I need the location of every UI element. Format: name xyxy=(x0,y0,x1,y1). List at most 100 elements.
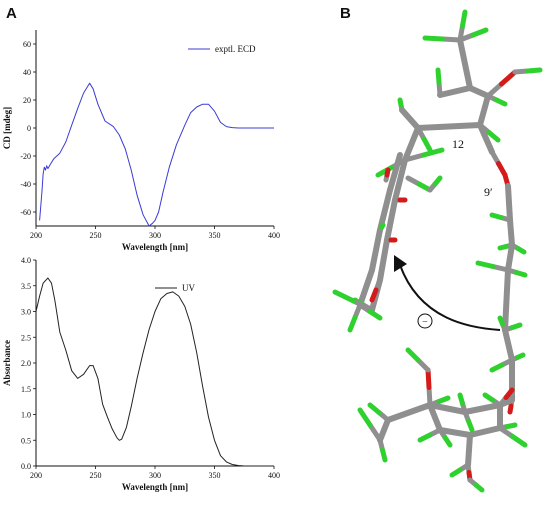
oxygen-bond xyxy=(425,367,432,390)
bond xyxy=(505,183,513,223)
bond xyxy=(427,402,468,415)
y-axis-label: Absorbance xyxy=(2,340,12,386)
hydrogen-bond xyxy=(489,212,504,220)
arrow-head xyxy=(394,255,407,272)
panel-label-a: A xyxy=(6,5,17,22)
y-tick-label: 2.5 xyxy=(21,333,31,342)
hydrogen-bond xyxy=(525,67,543,74)
bond xyxy=(507,217,515,248)
y-tick-label: 3.5 xyxy=(21,282,31,291)
bond xyxy=(399,107,421,131)
x-tick-label: 300 xyxy=(149,231,161,240)
bond xyxy=(367,422,383,443)
y-tick-label: 0.5 xyxy=(21,436,31,445)
bond xyxy=(389,157,408,170)
bond xyxy=(485,81,504,99)
hydrogen-bond xyxy=(460,9,468,29)
bond xyxy=(377,237,390,283)
y-tick-label: 3.0 xyxy=(21,308,31,317)
hydrogen-bond xyxy=(489,362,505,373)
x-tick-label: 250 xyxy=(90,231,102,240)
hydrogen-bond xyxy=(466,418,475,433)
atom-label-9prime: 9′ xyxy=(484,185,493,199)
hydrogen-bond xyxy=(422,35,445,42)
hydrogen-bond xyxy=(347,315,358,333)
bond xyxy=(467,425,503,438)
bond xyxy=(369,227,383,273)
bond xyxy=(465,432,473,468)
hydrogen-bond xyxy=(405,347,421,363)
y-tick-label: 40 xyxy=(23,68,31,77)
bond xyxy=(415,122,483,131)
bond xyxy=(505,242,515,273)
bond xyxy=(440,36,463,43)
oxygen-bond xyxy=(503,387,515,400)
hydrogen-bond xyxy=(497,244,509,251)
hydrogen-bond xyxy=(505,422,518,429)
y-axis-label: CD [mdeg] xyxy=(2,107,12,149)
bond xyxy=(426,385,433,408)
hydrogen-bond xyxy=(435,67,442,85)
bond xyxy=(467,85,491,99)
oxygen-bond xyxy=(499,69,518,87)
x-tick-label: 350 xyxy=(209,471,221,480)
hydrogen-bond xyxy=(475,260,496,269)
hydrogen-bond xyxy=(470,27,489,38)
y-tick-label: 1.0 xyxy=(21,411,31,420)
bond xyxy=(437,427,473,438)
x-axis-label: Wavelength [nm] xyxy=(122,242,188,252)
hydrogen-bond xyxy=(514,270,528,278)
bond xyxy=(457,37,473,91)
x-axis-label: Wavelength [nm] xyxy=(122,482,188,492)
ecd-chart: 200 250 300 350 400 -60 -40 -20 0 20 40 60 Wavelengt… xyxy=(2,30,280,252)
bond xyxy=(392,157,408,203)
hydrogen-bond xyxy=(510,434,528,448)
bond xyxy=(377,417,391,443)
series-line-0 xyxy=(39,82,274,227)
x-tick-label: 250 xyxy=(90,471,102,480)
hydrogen-bond xyxy=(510,322,523,330)
hydrogen-bond xyxy=(442,435,453,448)
bond xyxy=(502,267,511,333)
y-tick-label: 20 xyxy=(23,96,31,105)
bond xyxy=(384,197,398,243)
sign-circle xyxy=(417,313,433,329)
oxygen-bond xyxy=(507,403,514,415)
atom-label-12: 12 xyxy=(452,137,464,151)
y-tick-label: 1.5 xyxy=(21,385,31,394)
hydrogen-bond xyxy=(494,97,508,107)
legend-label: exptl. ECD xyxy=(215,44,256,54)
bond xyxy=(477,122,495,155)
minus-sign: − xyxy=(422,317,428,328)
hydrogen-bond xyxy=(367,309,383,321)
y-tick-label: 60 xyxy=(23,40,31,49)
x-tick-label: 350 xyxy=(209,231,221,240)
oxygen-bond xyxy=(369,287,379,303)
y-tick-label: -60 xyxy=(20,208,31,217)
rotation-arrow xyxy=(399,264,501,331)
hydrogen-bond xyxy=(486,130,501,143)
bond xyxy=(437,85,473,98)
uv-chart: 200 250 300 350 400 0.0 0.5 1.0 1.5 2.0 2.5 3.0 3.5 4… xyxy=(2,256,280,492)
hydrogen-bond xyxy=(449,467,463,478)
x-tick-label: 300 xyxy=(149,471,161,480)
bond xyxy=(385,402,433,423)
bond xyxy=(387,152,403,193)
hydrogen-bond xyxy=(457,392,465,406)
y-tick-label: -40 xyxy=(20,180,31,189)
hydrogen-bond xyxy=(367,402,382,415)
bond xyxy=(502,327,515,363)
molecule-3d-model: − xyxy=(332,9,543,493)
hydrogen-bond xyxy=(515,246,527,255)
y-tick-label: -20 xyxy=(20,152,31,161)
hydrogen-bond xyxy=(357,407,373,428)
x-tick-label: 200 xyxy=(30,231,42,240)
hydrogen-bond xyxy=(482,392,495,403)
bond xyxy=(477,93,491,128)
y-tick-label: 2.0 xyxy=(21,359,31,368)
hydrogen-bond xyxy=(380,447,388,463)
hydrogen-bond xyxy=(515,352,526,360)
y-tick-label: 4.0 xyxy=(21,256,31,265)
hydrogen-bond xyxy=(397,97,404,108)
